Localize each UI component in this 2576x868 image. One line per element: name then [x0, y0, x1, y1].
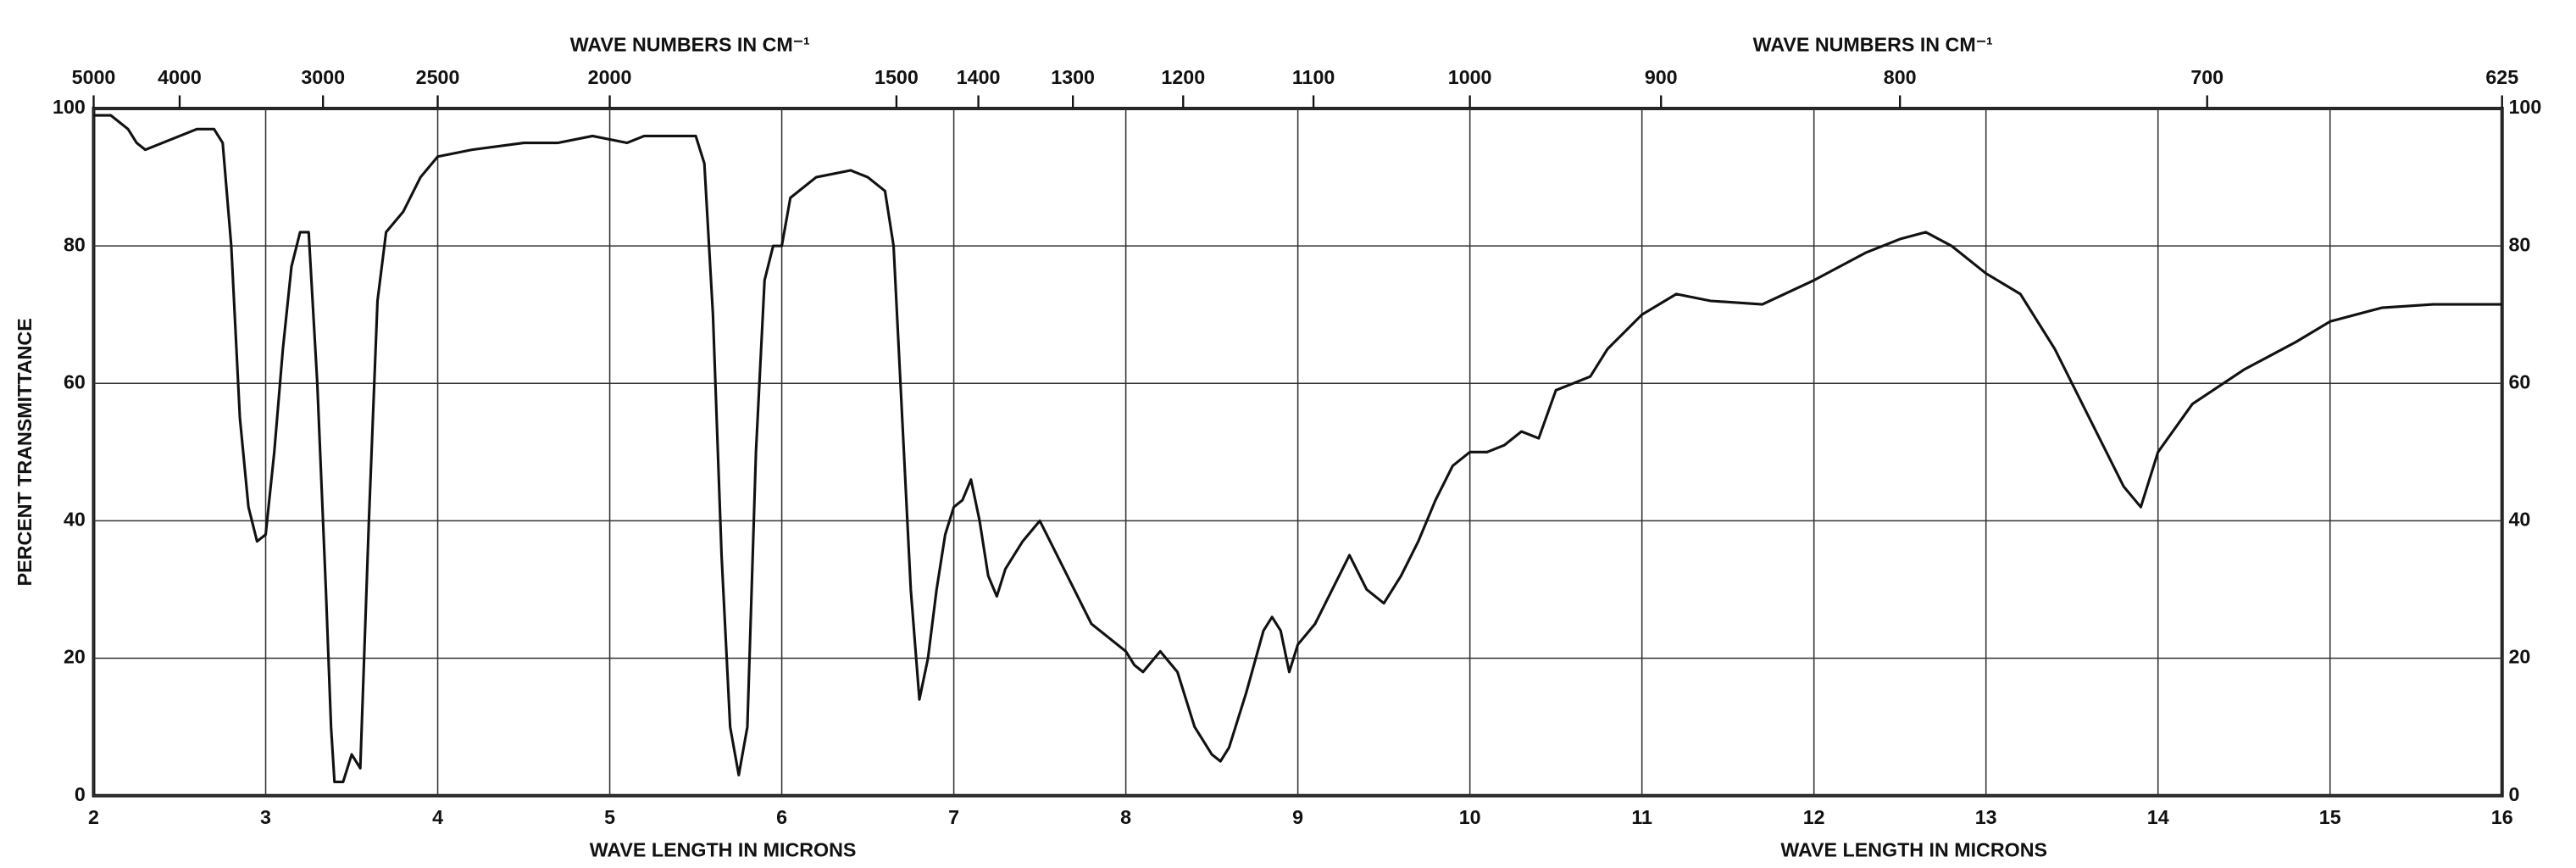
y-tick-label: 100: [53, 96, 86, 118]
x2-tick-label: 1000: [1448, 66, 1492, 88]
x2-tick-label: 3000: [301, 66, 345, 88]
x2-tick-label: 625: [2485, 66, 2518, 88]
x-tick-label: 3: [260, 806, 271, 828]
x2-tick-label: 700: [2190, 66, 2223, 88]
y-tick-label-right: 20: [2509, 646, 2531, 668]
x2-tick-label: 1500: [874, 66, 919, 88]
x2-tick-label: 5000: [72, 66, 116, 88]
y-tick-label: 40: [64, 509, 86, 531]
x-tick-label: 8: [1120, 806, 1131, 828]
x-tick-label: 12: [1803, 806, 1825, 828]
x-tick-label: 13: [1975, 806, 1997, 828]
y-tick-label-right: 80: [2509, 233, 2531, 255]
x2-tick-label: 1100: [1292, 66, 1335, 88]
y-tick-label: 20: [64, 646, 86, 668]
x2-tick-label: 1200: [1161, 66, 1205, 88]
x2-tick-label: 2500: [416, 66, 460, 88]
x2-tick-label: 1400: [957, 66, 1001, 88]
x-tick-label: 16: [2491, 806, 2513, 828]
x2-tick-label: 800: [1884, 66, 1917, 88]
y-tick-label-right: 0: [2509, 783, 2520, 805]
x-axis-label: WAVE LENGTH IN MICRONS: [590, 839, 857, 861]
x-tick-label: 7: [948, 806, 959, 828]
x-axis-label: WAVE LENGTH IN MICRONS: [1780, 839, 2047, 861]
x2-tick-label: 2000: [588, 66, 632, 88]
x-tick-label: 4: [432, 806, 443, 828]
x2-tick-label: 4000: [158, 66, 202, 88]
x-tick-label: 5: [604, 806, 615, 828]
y-tick-label-right: 40: [2509, 509, 2531, 531]
x-tick-label: 2: [88, 806, 99, 828]
spectrum-line: [93, 114, 2502, 784]
x-tick-label: 14: [2147, 806, 2169, 828]
x-tick-label: 9: [1292, 806, 1303, 828]
x2-tick-label: 1300: [1051, 66, 1095, 88]
top-axis-label: WAVE NUMBERS IN CM⁻¹: [570, 33, 810, 55]
x-tick-label: 11: [1631, 806, 1652, 828]
x-tick-label: 10: [1459, 806, 1481, 828]
y-tick-label: 80: [64, 233, 86, 255]
y-axis-label: PERCENT TRANSMITTANCE: [14, 318, 36, 586]
x2-tick-label: 900: [1645, 66, 1678, 88]
x-tick-label: 6: [776, 806, 787, 828]
top-axis-label: WAVE NUMBERS IN CM⁻¹: [1753, 33, 1993, 55]
y-tick-label-right: 60: [2509, 370, 2531, 392]
y-tick-label-right: 100: [2509, 96, 2542, 118]
y-tick-label: 0: [75, 783, 86, 805]
x-tick-label: 15: [2319, 806, 2341, 828]
y-tick-label: 60: [64, 370, 86, 392]
